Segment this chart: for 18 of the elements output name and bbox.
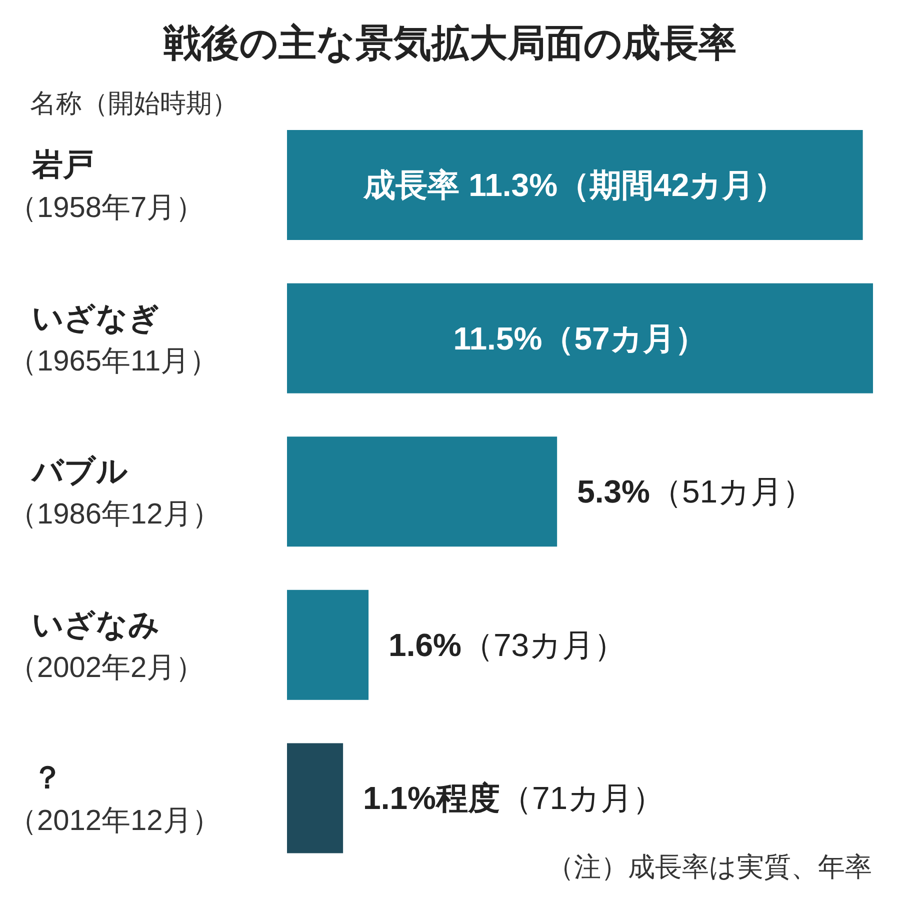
y-tick-label: いざなぎ（1965年11月） — [8, 300, 219, 378]
bar — [287, 436, 558, 547]
y-tick-label: バブル（1986年12月） — [8, 454, 221, 531]
bar — [287, 743, 344, 854]
annotation: （注）成長率は実質、年率 — [547, 852, 872, 882]
data-label: 5.3%（51カ月） — [577, 474, 815, 510]
chart-title: 戦後の主な景気拡大局面の成長率 — [162, 22, 736, 65]
bar — [287, 590, 369, 700]
y-tick-label: ？（2012年12月） — [8, 760, 221, 838]
bar — [287, 130, 863, 240]
y-axis-title: 名称（開始時期） — [30, 88, 238, 118]
bar — [287, 283, 873, 394]
y-tick-label: いざなみ（2002年2月） — [8, 606, 205, 684]
data-label: 1.6%（73カ月） — [388, 626, 626, 663]
data-label: 成長率 11.3%（期間42カ月） — [362, 167, 786, 203]
data-label: 11.5%（57カ月） — [453, 320, 707, 356]
y-tick-label: 岩戸（1958年7月） — [8, 147, 205, 224]
data-label: 1.1%程度（71カ月） — [363, 780, 665, 816]
